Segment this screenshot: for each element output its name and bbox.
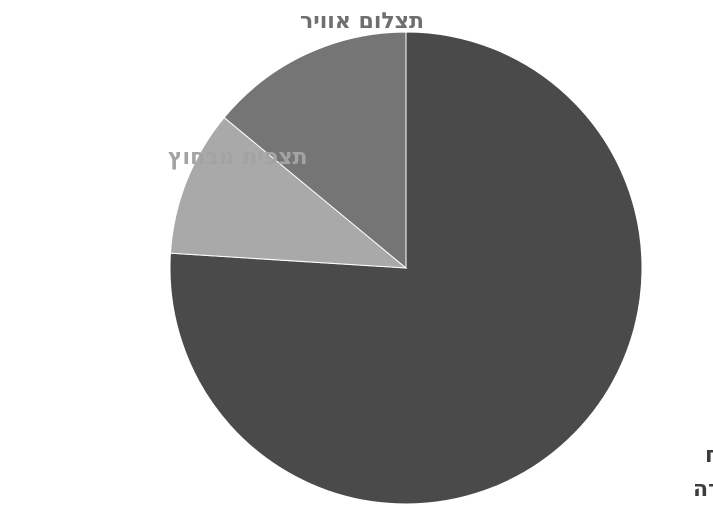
slice-label-outside-observation: תצפית מבחוץ (168, 145, 308, 170)
pie-slice-outside-observation (169, 116, 408, 269)
pie-slice-unit-site-tour (169, 31, 643, 505)
slice-label-aerial-photo: תצלום אוויר (300, 9, 424, 34)
pie-slice-aerial-photo (223, 31, 407, 270)
slice-label-unit-site-tour-line1: סיור בשטח (705, 443, 713, 468)
slice-label-unit-site-tour-line2: היחידה (693, 477, 713, 502)
svg-text:היחידה: היחידה (693, 477, 713, 502)
pie-slices (169, 31, 643, 505)
